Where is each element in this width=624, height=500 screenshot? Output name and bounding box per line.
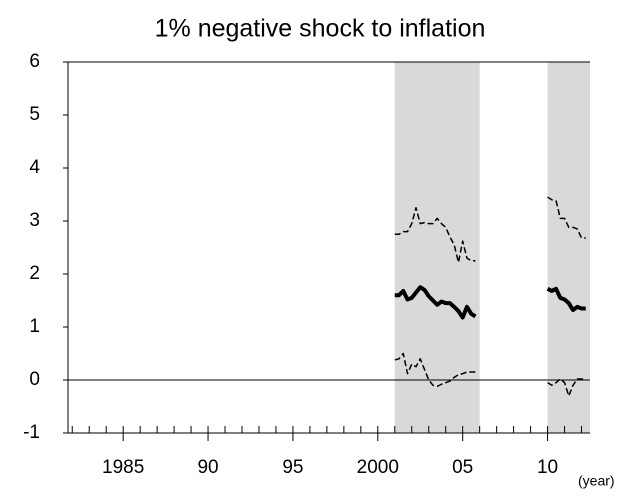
series-line [547, 196, 586, 239]
y-tick-label: 6 [29, 51, 40, 72]
shaded-region [394, 62, 480, 433]
y-tick-label: 5 [29, 104, 40, 125]
chart-title: 1% negative shock to inflation [155, 15, 486, 43]
shaded-region [547, 62, 590, 433]
series-line [546, 286, 586, 313]
series-line [394, 207, 476, 264]
y-tick-label: 3 [29, 210, 40, 231]
x-axis-label: (year) [578, 473, 615, 489]
x-tick-label: 95 [282, 457, 303, 478]
x-tick-label: 10 [537, 457, 558, 478]
x-tick-label: 05 [452, 457, 473, 478]
y-tick-label: -1 [23, 422, 40, 443]
x-tick-label: 90 [197, 457, 218, 478]
y-tick-label: 2 [29, 263, 40, 284]
y-tick-label: 4 [29, 157, 40, 178]
series-line [394, 285, 477, 320]
series-line [547, 378, 586, 397]
y-tick-label: 1 [29, 316, 40, 337]
y-tick-label: 0 [29, 369, 40, 390]
series-line [394, 352, 476, 388]
x-tick-label: 2000 [357, 457, 399, 478]
x-tick-label: 1985 [102, 457, 144, 478]
